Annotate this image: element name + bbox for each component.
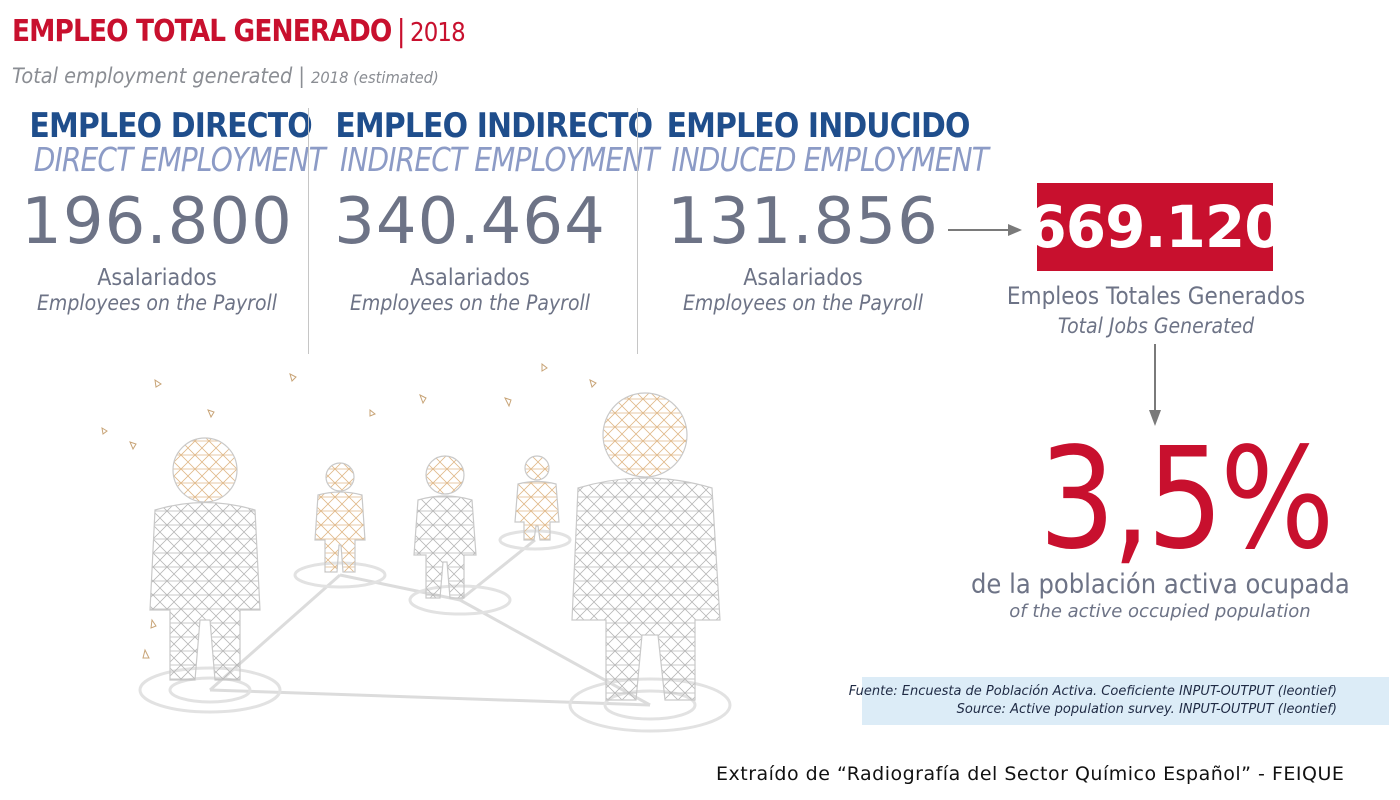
column-value: 131.856 <box>667 185 939 259</box>
column-value: 340.464 <box>334 185 606 259</box>
column-label-en: Employees on the Payroll <box>36 291 278 315</box>
column-induced: EMPLEO INDUCIDO INDUCED EMPLOYMENT 131.8… <box>648 106 989 315</box>
column-label-es: Asalariados <box>743 265 863 291</box>
total-label-en: Total Jobs Generated <box>1057 314 1255 338</box>
source-line-en: Source: Active population survey. INPUT-… <box>956 702 1337 717</box>
share-label-es: de la población activa ocupada <box>971 569 1350 600</box>
arrow-right-icon <box>948 224 1022 236</box>
subtitle-separator: | <box>298 64 305 88</box>
network-people-illustration <box>101 362 732 733</box>
page-title: EMPLEO TOTAL GENERADO | 2018 <box>12 14 466 49</box>
column-title-es: EMPLEO INDUCIDO <box>666 106 971 146</box>
title-text: EMPLEO TOTAL GENERADO <box>12 14 392 49</box>
share-value: 3,5% <box>1038 418 1335 581</box>
subtitle-text: Total employment generated <box>12 64 293 88</box>
column-indirect: EMPLEO INDIRECTO INDIRECT EMPLOYMENT 340… <box>317 106 660 315</box>
column-divider <box>637 108 638 354</box>
total-value: 669.120 <box>1026 193 1284 261</box>
subtitle-year: 2018 (estimated) <box>311 68 439 87</box>
column-title-en: DIRECT EMPLOYMENT <box>33 140 326 179</box>
source-note: Fuente: Encuesta de Población Activa. Co… <box>849 677 1389 725</box>
credit-line: Extraído de “Radiografía del Sector Quím… <box>716 763 1345 785</box>
column-direct: EMPLEO DIRECTO DIRECT EMPLOYMENT 196.800… <box>12 106 326 315</box>
total-label-es: Empleos Totales Generados <box>1006 282 1306 310</box>
arrow-down-icon <box>1149 344 1161 426</box>
page-subtitle: Total employment generated | 2018 (estim… <box>12 64 439 88</box>
column-label-en: Employees on the Payroll <box>349 291 591 315</box>
column-label-en: Employees on the Payroll <box>682 291 924 315</box>
column-divider <box>308 108 309 354</box>
column-title-es: EMPLEO DIRECTO <box>29 106 312 146</box>
title-separator: | <box>396 14 406 49</box>
source-line-es: Fuente: Encuesta de Población Activa. Co… <box>848 684 1337 699</box>
column-title-es: EMPLEO INDIRECTO <box>335 106 653 146</box>
share-label-en: of the active occupied population <box>1009 601 1311 622</box>
title-year: 2018 <box>410 18 466 48</box>
column-label-es: Asalariados <box>410 265 530 291</box>
column-label-es: Asalariados <box>97 265 217 291</box>
column-title-en: INDUCED EMPLOYMENT <box>671 140 989 179</box>
column-title-en: INDIRECT EMPLOYMENT <box>339 140 660 179</box>
total-value-box: 669.120 <box>1026 183 1285 271</box>
column-value: 196.800 <box>21 185 293 259</box>
